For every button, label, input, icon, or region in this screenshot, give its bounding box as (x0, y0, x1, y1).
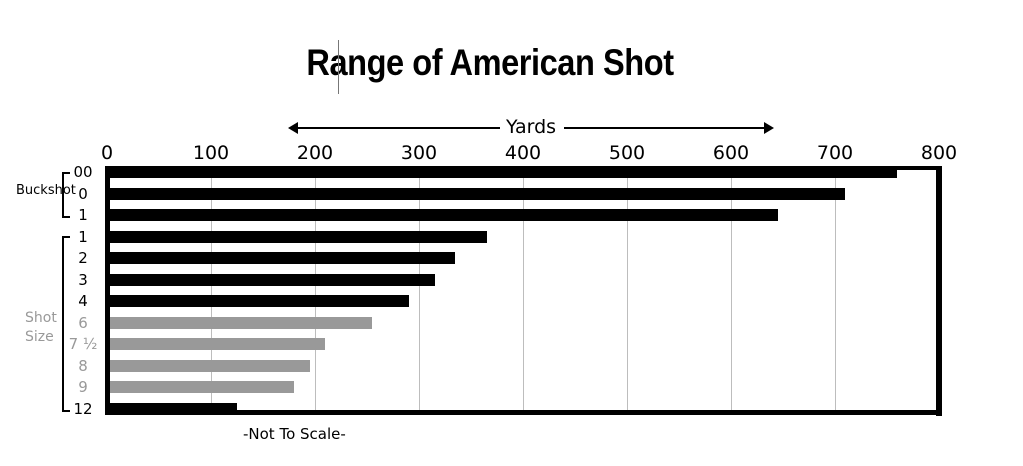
bar (107, 359, 310, 372)
shot-size-label-line1: Shot (25, 310, 57, 326)
x-tick-label: 0 (100, 142, 114, 164)
plot-frame-top (107, 166, 942, 170)
x-tick-label: 100 (192, 142, 230, 164)
axis-arrow-line-right (564, 127, 766, 129)
axis-arrow-line-left (296, 127, 506, 129)
row-label: 8 (78, 356, 88, 375)
bar (107, 316, 373, 329)
x-tick-label: 600 (712, 142, 750, 164)
chart-title: Range of American Shot (306, 42, 674, 83)
row-label: 3 (78, 270, 88, 289)
row-label: 12 (73, 399, 93, 418)
bar (107, 338, 326, 350)
row-label: 7 ½ (68, 335, 98, 353)
shot-size-bracket (62, 236, 70, 412)
row-label: 4 (78, 292, 88, 310)
bar (107, 295, 409, 307)
arrow-right-icon (764, 122, 774, 134)
bar (107, 381, 295, 393)
row-label: 1 (78, 206, 88, 224)
plot-frame-left (105, 166, 110, 415)
row-label: 2 (78, 249, 88, 267)
x-axis-title: Yards (288, 116, 774, 139)
buckshot-bracket (62, 172, 70, 218)
grid-line (315, 170, 316, 410)
not-to-scale-note: -Not To Scale- (243, 425, 346, 443)
x-tick-label: 700 (816, 142, 854, 164)
plot-frame-bottom (107, 410, 942, 415)
bar (107, 187, 846, 200)
shot-size-label-line2: Size (25, 329, 54, 345)
plot-frame-right (936, 166, 942, 416)
x-axis-label: Yards (500, 116, 563, 138)
bar (107, 209, 778, 221)
row-label: 6 (78, 313, 88, 332)
grid-line (211, 170, 212, 410)
grid-line (419, 170, 420, 410)
row-label: 1 (78, 227, 88, 246)
row-label: 0 (78, 184, 88, 203)
bar (107, 230, 487, 243)
x-tick-label: 300 (400, 142, 438, 164)
text-cursor (338, 40, 339, 94)
x-tick-label: 800 (920, 142, 958, 164)
grid-line (835, 170, 836, 410)
x-tick-label: 200 (296, 142, 334, 164)
buckshot-group-label: Buckshot (16, 183, 76, 198)
grid-line (731, 170, 732, 410)
row-label: 00 (73, 163, 93, 181)
grid-line (523, 170, 524, 410)
bar (107, 252, 456, 264)
row-label: 9 (78, 378, 88, 396)
arrow-left-icon (288, 122, 298, 134)
x-tick-label: 400 (504, 142, 542, 164)
grid-line (627, 170, 628, 410)
bar (107, 273, 435, 286)
x-tick-label: 500 (608, 142, 646, 164)
